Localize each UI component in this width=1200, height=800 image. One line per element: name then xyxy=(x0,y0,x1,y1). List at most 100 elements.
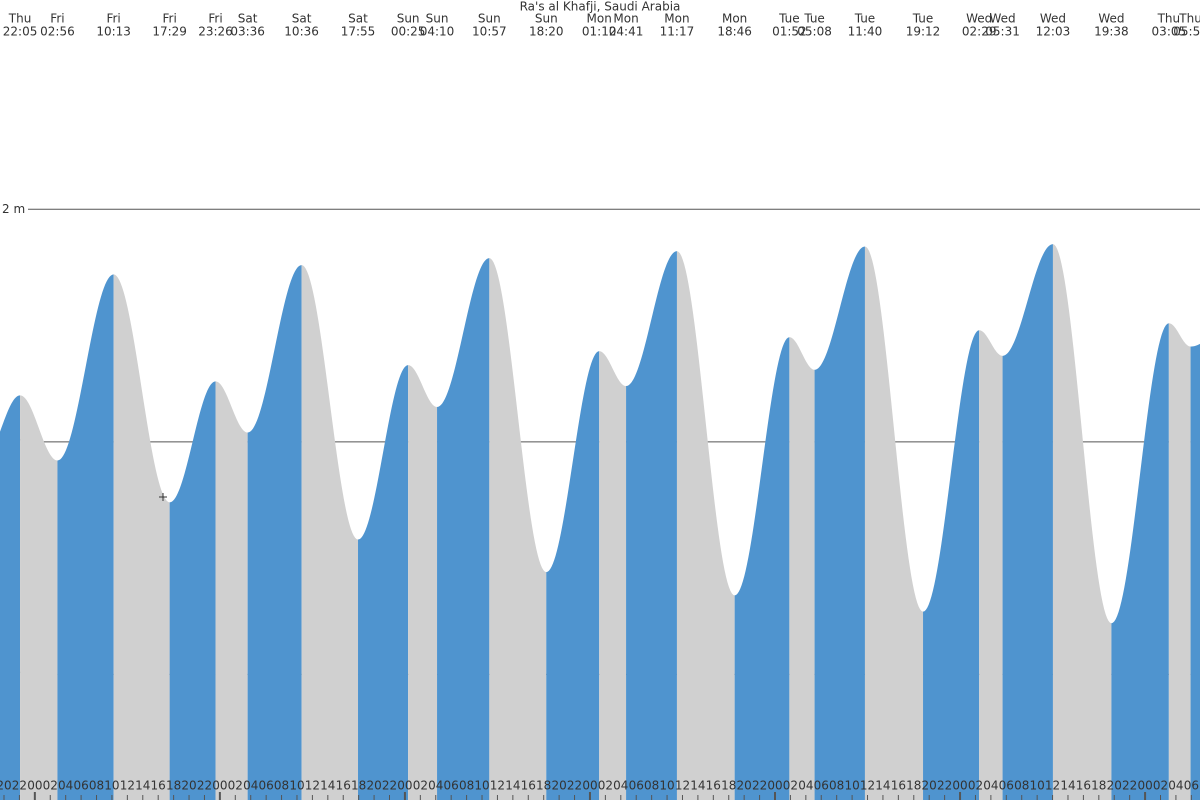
extreme-time: 03:05 xyxy=(1152,25,1187,39)
extreme-time: 01:52 xyxy=(772,25,807,39)
hour-label: 10 xyxy=(1029,779,1044,793)
tide-segment xyxy=(814,246,865,800)
hour-label: 00 xyxy=(397,779,412,793)
extreme-time: 00:25 xyxy=(391,25,426,39)
tide-segment xyxy=(599,351,627,800)
tide-segment xyxy=(979,330,1003,800)
hour-label: 06 xyxy=(999,779,1014,793)
extreme-time: 11:40 xyxy=(848,25,883,39)
hour-label: 12 xyxy=(305,779,320,793)
tide-segment xyxy=(301,265,359,800)
tide-segment xyxy=(923,330,980,800)
hour-label: 08 xyxy=(459,779,474,793)
tide-segment xyxy=(1052,244,1112,800)
extreme-day: Tue xyxy=(854,12,876,26)
tide-segment xyxy=(1002,244,1053,800)
extreme-time: 10:36 xyxy=(284,25,319,39)
hour-label: 06 xyxy=(1184,779,1199,793)
hour-label: 04 xyxy=(613,779,628,793)
hour-label: 22 xyxy=(567,779,582,793)
hour-label: 20 xyxy=(737,779,752,793)
hour-label: 02 xyxy=(228,779,243,793)
extreme-day: Mon xyxy=(664,12,689,26)
tide-segment xyxy=(676,251,735,800)
hour-label: 16 xyxy=(151,779,166,793)
hour-label: 08 xyxy=(1014,779,1029,793)
extreme-time: 02:29 xyxy=(962,25,997,39)
hour-label: 16 xyxy=(706,779,721,793)
hour-label: 12 xyxy=(675,779,690,793)
tide-segment xyxy=(0,395,21,800)
tide-segment xyxy=(864,246,924,800)
extreme-day: Mon xyxy=(587,12,612,26)
extreme-time: 05:31 xyxy=(985,25,1020,39)
hour-label: 10 xyxy=(844,779,859,793)
hour-label: 06 xyxy=(814,779,829,793)
hour-label: 16 xyxy=(891,779,906,793)
hour-label: 06 xyxy=(629,779,644,793)
extreme-day: Sun xyxy=(535,12,558,26)
hour-label: 22 xyxy=(752,779,767,793)
tide-segment xyxy=(489,258,547,800)
extreme-time: 10:57 xyxy=(472,25,507,39)
extreme-time: 01:12 xyxy=(582,25,617,39)
hour-label: 14 xyxy=(135,779,150,793)
hour-label: 08 xyxy=(644,779,659,793)
extreme-time: 04:41 xyxy=(609,25,644,39)
tide-segment xyxy=(546,351,600,800)
extreme-time: 18:46 xyxy=(717,25,752,39)
hour-label: 10 xyxy=(104,779,119,793)
extreme-time: 05:08 xyxy=(797,25,832,39)
hour-label: 16 xyxy=(1076,779,1091,793)
hour-label: 00 xyxy=(27,779,42,793)
hour-label: 02 xyxy=(783,779,798,793)
hour-label: 00 xyxy=(767,779,782,793)
tide-segment xyxy=(734,337,790,800)
tide-segment xyxy=(437,258,490,800)
tide-segment xyxy=(57,274,114,800)
extreme-time: 12:03 xyxy=(1036,25,1071,39)
hour-label: 14 xyxy=(320,779,335,793)
hour-label: 10 xyxy=(289,779,304,793)
tide-segment xyxy=(408,365,438,800)
hour-label: 04 xyxy=(428,779,443,793)
tide-segment xyxy=(20,395,58,800)
hour-label: 00 xyxy=(1137,779,1152,793)
hour-label: 04 xyxy=(798,779,813,793)
extreme-day: Sat xyxy=(238,12,258,26)
hour-label: 22 xyxy=(937,779,952,793)
tide-segment xyxy=(789,337,815,800)
hour-label: 22 xyxy=(12,779,27,793)
tide-segment xyxy=(247,265,302,800)
extreme-day: Sat xyxy=(292,12,312,26)
extreme-day: Sun xyxy=(397,12,420,26)
tide-segment xyxy=(113,274,170,800)
hour-label: 18 xyxy=(906,779,921,793)
hour-label: 04 xyxy=(1168,779,1183,793)
extreme-day: Thu xyxy=(1157,12,1181,26)
extreme-day: Fri xyxy=(106,12,120,26)
extreme-time: 19:38 xyxy=(1094,25,1129,39)
hour-label: 02 xyxy=(598,779,613,793)
extreme-day: Tue xyxy=(778,12,800,26)
hour-label: 12 xyxy=(1045,779,1060,793)
chart-title: Ra's al Khafji, Saudi Arabia xyxy=(520,0,681,14)
hour-label: 20 xyxy=(1107,779,1122,793)
hour-label: 06 xyxy=(444,779,459,793)
extreme-time: 18:20 xyxy=(529,25,564,39)
hour-label: 12 xyxy=(860,779,875,793)
hour-label: 08 xyxy=(829,779,844,793)
hour-label: 04 xyxy=(983,779,998,793)
tide-segment xyxy=(1168,323,1191,800)
hour-label: 00 xyxy=(212,779,227,793)
hour-label: 02 xyxy=(413,779,428,793)
extreme-time: 11:17 xyxy=(660,25,695,39)
extreme-time: 19:12 xyxy=(906,25,941,39)
tide-segment xyxy=(169,381,216,800)
hour-label: 16 xyxy=(336,779,351,793)
extreme-day: Fri xyxy=(50,12,64,26)
extreme-day: Sun xyxy=(426,12,449,26)
hour-label: 18 xyxy=(721,779,736,793)
hour-label: 20 xyxy=(181,779,196,793)
hour-label: 14 xyxy=(1060,779,1075,793)
